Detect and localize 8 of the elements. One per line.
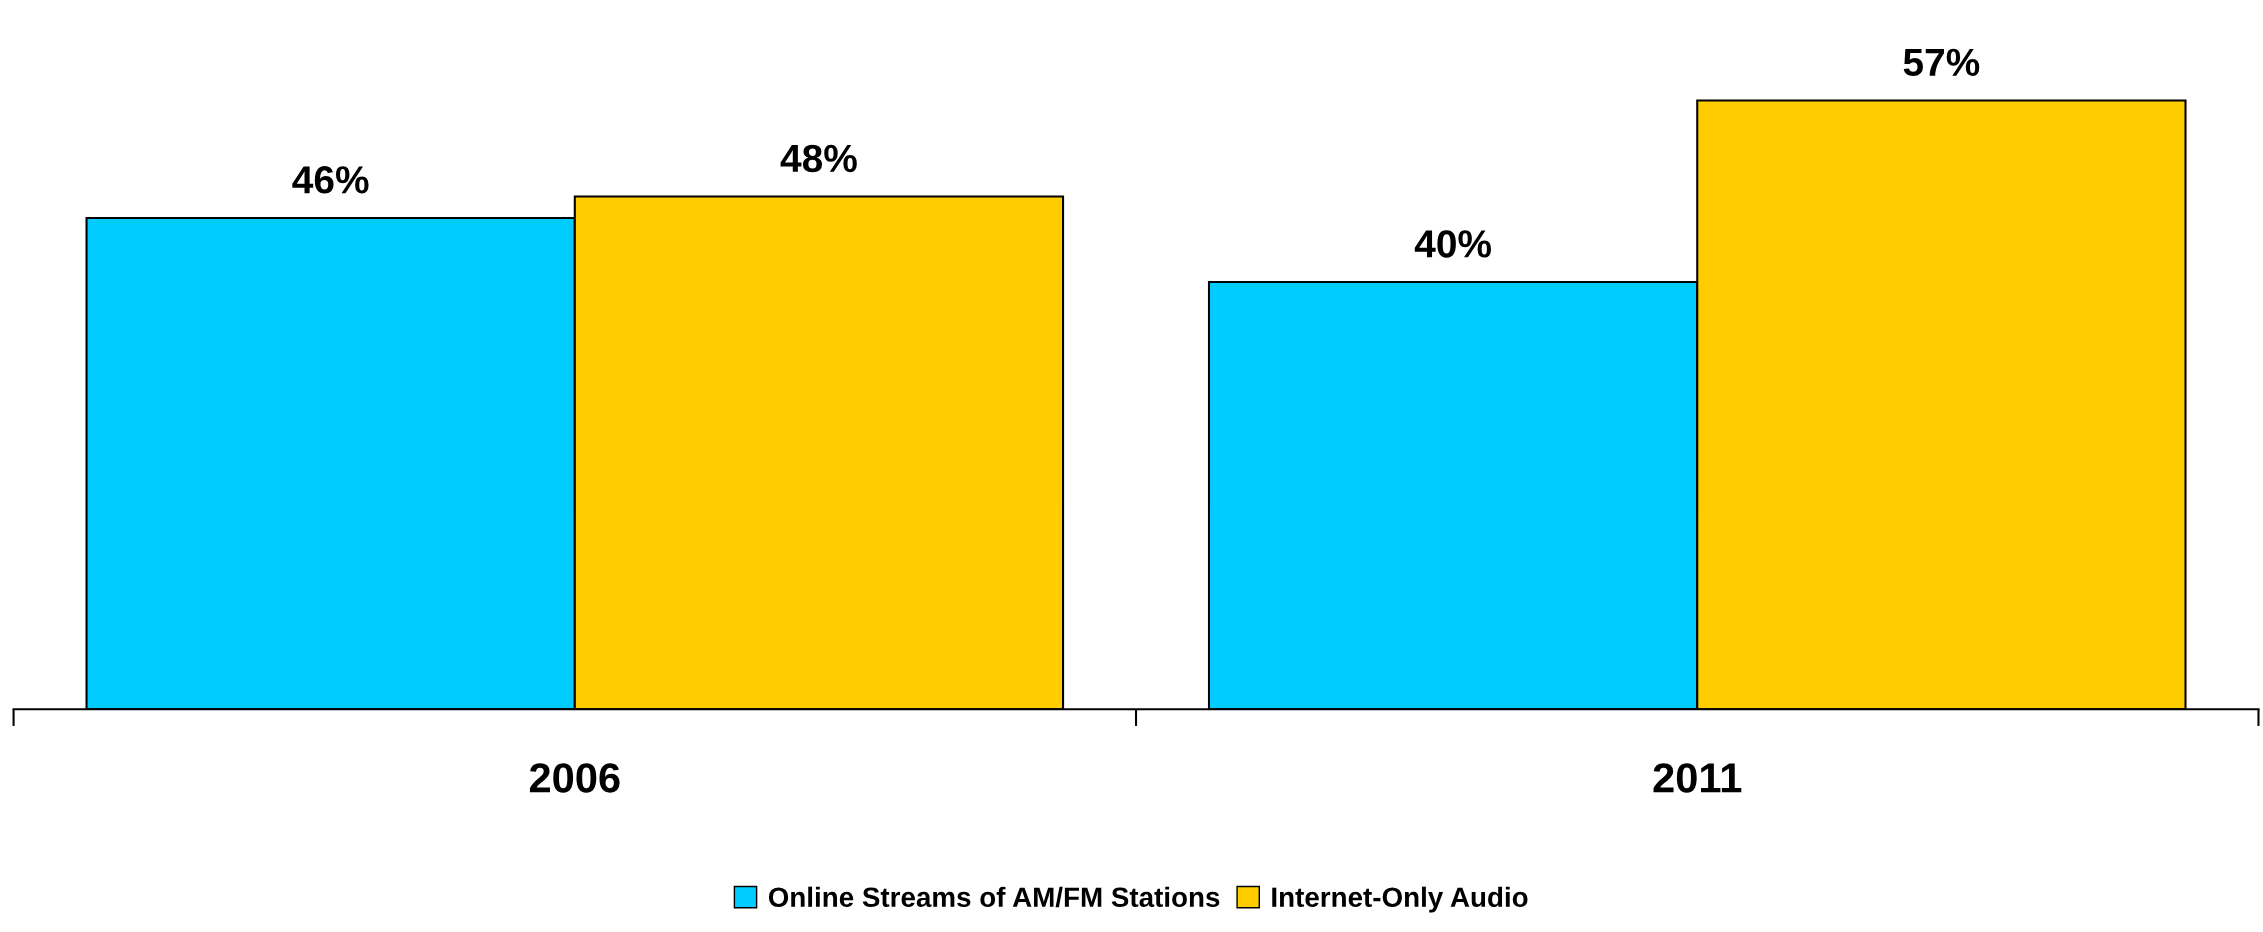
x-tick-label: 2006 [529, 763, 620, 793]
legend-label: Online Streams of AM/FM Stations [768, 886, 1220, 908]
data-label: 48% [780, 144, 857, 173]
data-label: 40% [1414, 230, 1492, 258]
data-label: 57% [1903, 48, 1980, 77]
data-label: 46% [292, 166, 369, 194]
legend-label: Internet-Only Audio [1272, 886, 1528, 913]
x-tick-label: 2011 [1653, 763, 1742, 793]
